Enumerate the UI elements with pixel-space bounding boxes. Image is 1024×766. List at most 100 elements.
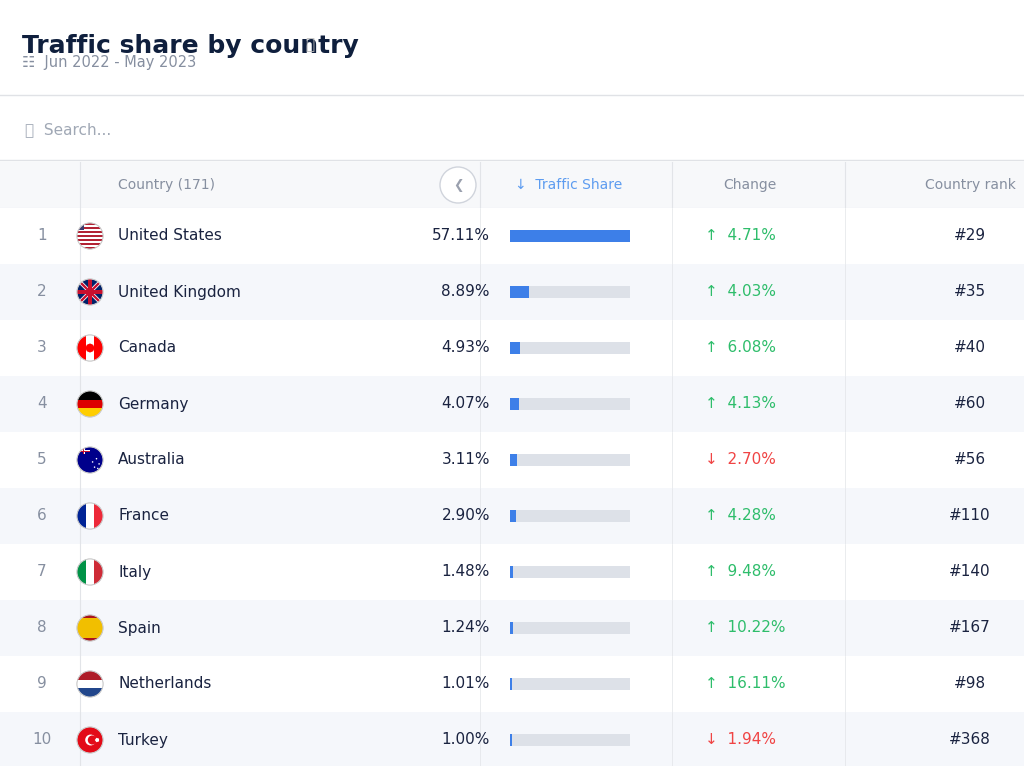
Circle shape [85,735,96,745]
Circle shape [77,671,103,697]
Text: #35: #35 [954,284,986,300]
FancyArrow shape [80,282,100,302]
Text: Country (171): Country (171) [118,178,215,192]
Text: 3: 3 [37,341,47,355]
Text: 4.07%: 4.07% [441,397,490,411]
Text: ❮: ❮ [453,178,463,192]
Text: 1.24%: 1.24% [441,620,490,636]
Bar [77,391,103,400]
Bar [510,510,516,522]
Circle shape [77,727,103,753]
Bar [77,689,103,697]
Text: 10: 10 [33,732,51,748]
Text: Italy: Italy [118,565,152,580]
Text: ↑  9.48%: ↑ 9.48% [705,565,776,580]
Bar [94,503,103,529]
Text: Turkey: Turkey [118,732,168,748]
Text: 2: 2 [37,284,47,300]
Text: 4.93%: 4.93% [441,341,490,355]
Bar [86,559,94,585]
Text: Change: Change [723,178,776,192]
Bar [77,290,103,294]
Bar [510,566,630,578]
Bar [77,243,103,245]
Bar [510,622,630,634]
Circle shape [77,559,103,585]
Circle shape [77,727,103,753]
Bar [510,734,512,746]
Text: ↑  6.08%: ↑ 6.08% [705,341,776,355]
Circle shape [77,447,103,473]
Circle shape [97,468,98,470]
Bar [77,235,103,237]
Text: 57.11%: 57.11% [432,228,490,244]
Text: 4: 4 [37,397,47,411]
Text: #60: #60 [954,397,986,411]
Bar [0,544,1024,600]
Text: 8: 8 [37,620,47,636]
Bar [77,245,103,247]
Text: ↑  4.03%: ↑ 4.03% [705,284,776,300]
Bar [510,342,520,354]
Bar [77,503,86,529]
Bar [77,408,103,417]
Circle shape [94,466,95,468]
Text: 1.00%: 1.00% [441,732,490,748]
Text: #110: #110 [949,509,991,523]
Text: #40: #40 [954,341,986,355]
Bar [77,223,84,230]
Circle shape [88,735,97,745]
Circle shape [77,503,103,529]
Bar [510,398,518,410]
Bar [88,279,92,305]
Text: ↑  4.28%: ↑ 4.28% [705,509,776,523]
Circle shape [77,279,103,305]
Bar [510,230,630,242]
Bar [77,231,103,233]
Bar [77,400,103,408]
Circle shape [95,458,97,460]
Bar [0,600,1024,656]
Bar [0,712,1024,766]
Bar [77,618,103,638]
Circle shape [440,167,476,203]
Text: ↑  4.13%: ↑ 4.13% [705,397,776,411]
Text: Country rank: Country rank [925,178,1016,192]
Bar [88,279,91,305]
Bar [77,638,103,641]
Text: ⌕  Search...: ⌕ Search... [25,123,112,138]
Text: 3.11%: 3.11% [441,453,490,467]
Text: 7: 7 [37,565,47,580]
Bar [77,241,103,243]
Text: United States: United States [118,228,222,244]
Text: France: France [118,509,169,523]
Bar [77,237,103,239]
Bar [510,286,528,298]
Bar [77,247,103,249]
FancyArrow shape [80,281,100,303]
Text: ↓  Traffic Share: ↓ Traffic Share [515,178,623,192]
Text: #167: #167 [949,620,991,636]
Bar [94,559,103,585]
Bar [86,503,94,529]
Circle shape [77,335,103,361]
FancyArrow shape [80,282,100,302]
Text: 1.01%: 1.01% [441,676,490,692]
Bar [510,230,630,242]
Circle shape [98,463,100,465]
Bar [510,622,513,634]
Text: Spain: Spain [118,620,161,636]
Text: ⓘ: ⓘ [305,37,314,52]
Circle shape [92,461,93,463]
Circle shape [77,391,103,417]
Text: 5: 5 [37,453,47,467]
Bar [77,679,103,689]
Bar [510,398,630,410]
Text: ☷  Jun 2022 - May 2023: ☷ Jun 2022 - May 2023 [22,54,197,70]
Bar [77,671,103,679]
Bar [510,678,512,690]
Bar [77,450,90,452]
Text: 1.48%: 1.48% [441,565,490,580]
Bar [0,656,1024,712]
Bar [83,447,85,453]
